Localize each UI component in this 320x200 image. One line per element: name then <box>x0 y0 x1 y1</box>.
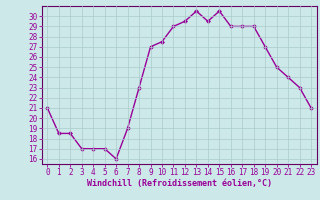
X-axis label: Windchill (Refroidissement éolien,°C): Windchill (Refroidissement éolien,°C) <box>87 179 272 188</box>
